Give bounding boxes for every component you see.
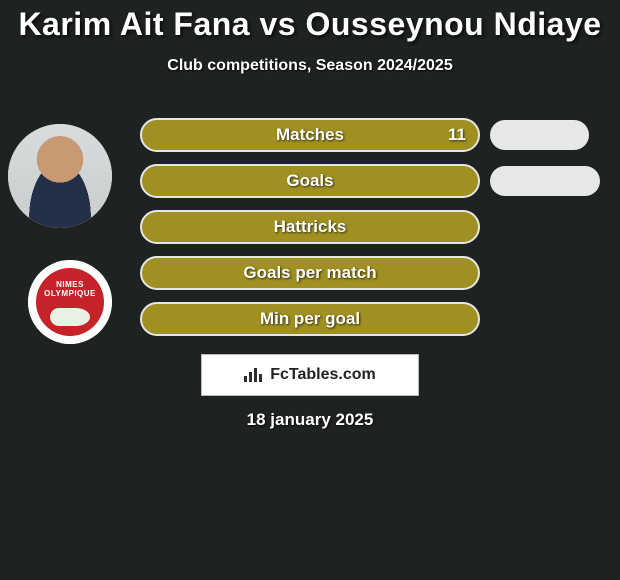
badge-circle: NIMES OLYMPIQUE — [36, 268, 104, 336]
badge-crocodile — [50, 308, 90, 326]
stat-label: Matches — [142, 120, 478, 150]
badge-text: NIMES OLYMPIQUE — [36, 280, 104, 298]
page-title: Karim Ait Fana vs Ousseynou Ndiaye — [0, 0, 620, 43]
stat-row: Hattricks — [140, 210, 610, 244]
stat-bar-left: Matches11 — [140, 118, 480, 152]
player2-club-badge: NIMES OLYMPIQUE — [28, 260, 112, 344]
stat-label: Goals per match — [142, 258, 478, 288]
badge-bg: NIMES OLYMPIQUE — [28, 260, 112, 344]
watermark-text: FcTables.com — [270, 366, 376, 384]
stat-bar-left: Goals — [140, 164, 480, 198]
stat-bar-left: Goals per match — [140, 256, 480, 290]
player1-avatar — [8, 124, 112, 228]
player-photo-placeholder — [8, 124, 112, 228]
stat-rows: Matches11 Goals Hattricks Goals per match Mi… — [140, 118, 610, 348]
date-label: 18 january 2025 — [0, 410, 620, 430]
stat-label: Hattricks — [142, 212, 478, 242]
stat-label: Min per goal — [142, 304, 478, 334]
stat-row: Goals — [140, 164, 610, 198]
stat-row: Matches11 — [140, 118, 610, 152]
stat-label: Goals — [142, 166, 478, 196]
stat-value-left: 11 — [448, 120, 466, 150]
fctables-watermark: FcTables.com — [201, 354, 419, 396]
bar-chart-icon — [244, 368, 264, 382]
subtitle: Club competitions, Season 2024/2025 — [0, 57, 620, 75]
stat-bar-left: Hattricks — [140, 210, 480, 244]
stat-row: Min per goal — [140, 302, 610, 336]
stat-bar-left: Min per goal — [140, 302, 480, 336]
stat-bar-right — [490, 166, 600, 196]
stat-bar-right — [490, 120, 589, 150]
stat-row: Goals per match — [140, 256, 610, 290]
